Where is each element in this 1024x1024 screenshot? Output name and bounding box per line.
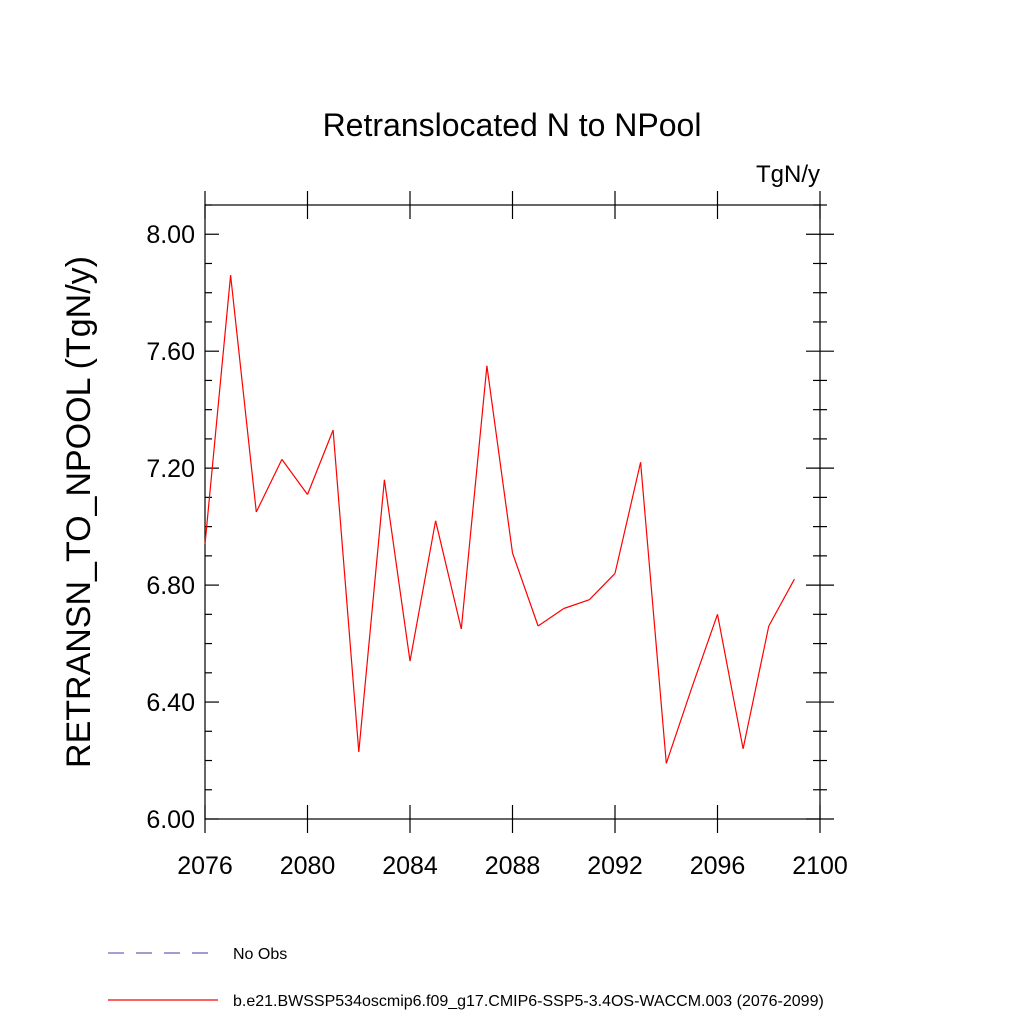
legend: No Obs b.e21.BWSSP534oscmip6.f09_g17.CMI… [108, 946, 824, 1010]
series-segment [691, 614, 719, 688]
series-segment [230, 275, 257, 513]
series-segment [716, 614, 744, 749]
series-segment [204, 275, 232, 545]
series-layer [204, 275, 795, 764]
series-segment [281, 459, 308, 495]
series-segment [332, 430, 360, 752]
x-tick-label: 2088 [485, 852, 541, 880]
y-tick-label: 8.00 [146, 221, 195, 249]
series-segment [742, 625, 770, 749]
series-segment [435, 520, 462, 630]
x-tick-label: 2084 [382, 852, 438, 880]
legend-label-no-obs: No Obs [233, 946, 287, 963]
x-tick-label: 2092 [587, 852, 643, 880]
series-segment [665, 687, 693, 764]
series-segment [306, 429, 334, 495]
series-segment [409, 520, 437, 662]
y-tick-label: 7.60 [146, 338, 195, 366]
series-segment [614, 462, 642, 574]
chart-units: TgN/y [756, 161, 820, 188]
axis-ticks [204, 191, 834, 833]
x-tick-label: 2080 [280, 852, 336, 880]
x-tick-label: 2100 [792, 852, 848, 880]
x-tick-label: 2096 [690, 852, 746, 880]
x-tick-label: 2076 [177, 852, 233, 880]
y-tick-label: 6.80 [146, 572, 195, 600]
y-axis-label: RETRANSN_TO_NPOOL (TgN/y) [60, 256, 98, 768]
series-segment [768, 578, 795, 627]
legend-label-model-run: b.e21.BWSSP534oscmip6.f09_g17.CMIP6-SSP5… [233, 993, 824, 1010]
series-segment [511, 552, 539, 627]
series-segment [486, 365, 514, 553]
series-segment [537, 608, 565, 627]
series-segment [640, 462, 667, 764]
plot-frame [204, 204, 821, 820]
series-segment [460, 365, 488, 630]
tick-labels: 2076 2080 2084 2088 2092 2096 2100 6.00 6.40 6.80… [146, 221, 847, 880]
chart-title: Retranslocated N to NPool [323, 107, 702, 143]
series-segment [358, 479, 385, 752]
series-segment [563, 599, 590, 610]
series-segment [255, 459, 283, 513]
series-segment [588, 572, 616, 601]
y-tick-label: 6.40 [146, 689, 195, 717]
y-tick-label: 7.20 [146, 455, 195, 483]
series-segment [383, 479, 411, 662]
y-tick-label: 6.00 [146, 806, 195, 834]
